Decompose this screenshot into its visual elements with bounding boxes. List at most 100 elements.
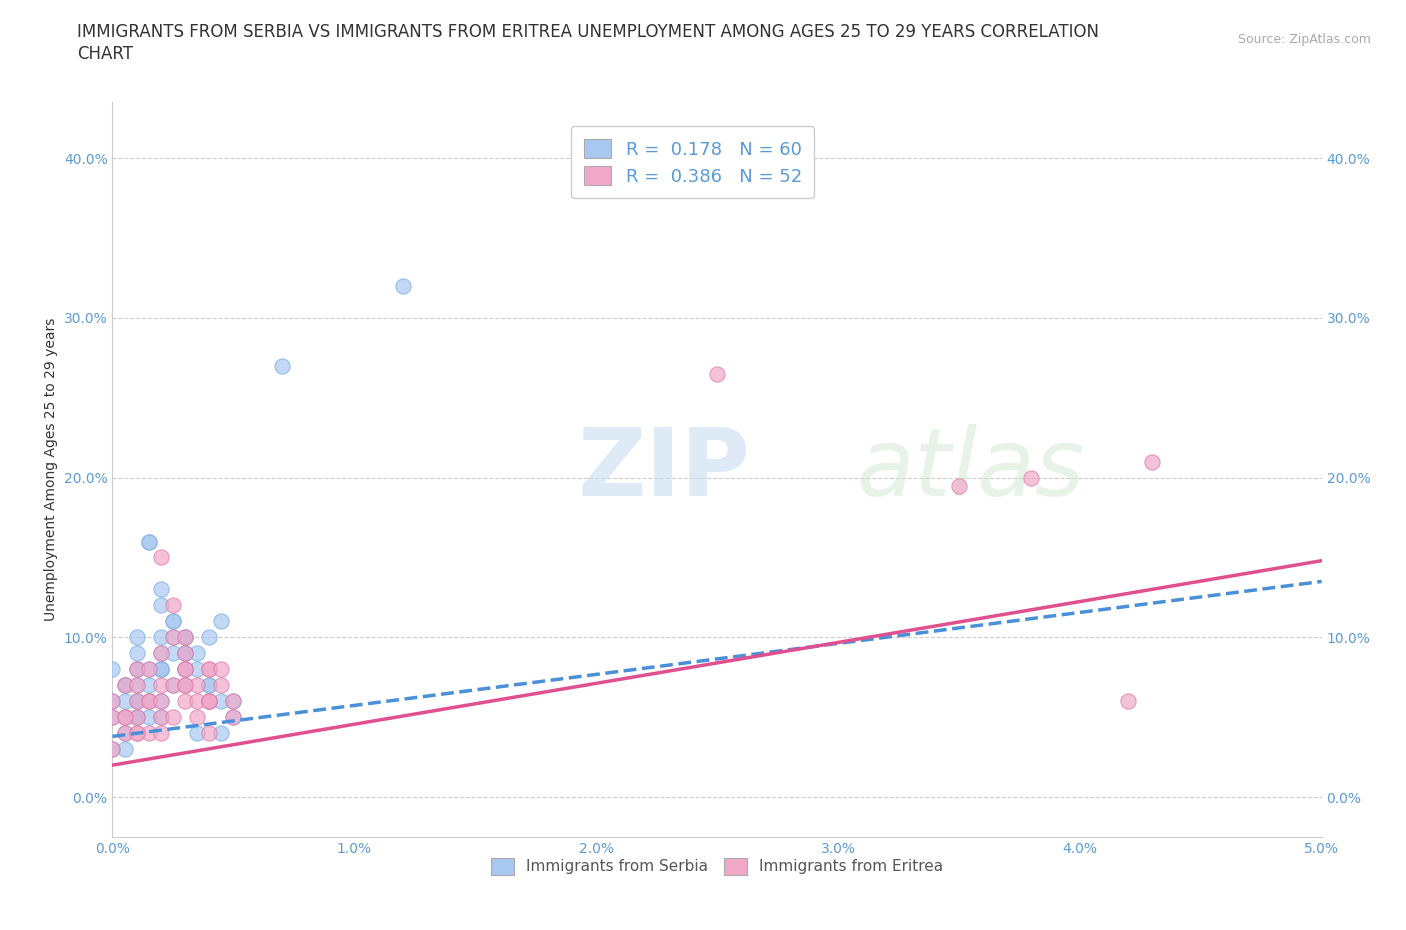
Point <box>222 710 245 724</box>
Legend: Immigrants from Serbia, Immigrants from Eritrea: Immigrants from Serbia, Immigrants from … <box>484 850 950 883</box>
Point <box>198 694 221 709</box>
Point <box>162 678 184 693</box>
Point <box>174 646 197 661</box>
Point <box>114 678 136 693</box>
Point <box>186 678 208 693</box>
Point <box>1116 694 1139 709</box>
Point <box>138 694 160 709</box>
Point <box>149 662 172 677</box>
Point <box>209 694 232 709</box>
Point <box>138 678 160 693</box>
Point <box>174 662 197 677</box>
Point <box>138 694 160 709</box>
Text: atlas: atlas <box>856 424 1084 515</box>
Point <box>125 710 148 724</box>
Point <box>125 694 148 709</box>
Point <box>198 630 221 644</box>
Point <box>149 646 172 661</box>
Point <box>162 614 184 629</box>
Point <box>125 662 148 677</box>
Point <box>125 710 148 724</box>
Point <box>101 710 124 724</box>
Point <box>209 678 232 693</box>
Point <box>198 725 221 740</box>
Point <box>125 710 148 724</box>
Point <box>114 725 136 740</box>
Point <box>149 710 172 724</box>
Point <box>101 742 124 757</box>
Point <box>125 725 148 740</box>
Point <box>174 630 197 644</box>
Point <box>101 742 124 757</box>
Point <box>174 678 197 693</box>
Y-axis label: Unemployment Among Ages 25 to 29 years: Unemployment Among Ages 25 to 29 years <box>44 318 58 621</box>
Point <box>270 358 292 373</box>
Point <box>114 710 136 724</box>
Point <box>186 710 208 724</box>
Point <box>162 630 184 644</box>
Point <box>174 694 197 709</box>
Point <box>125 646 148 661</box>
Point <box>125 662 148 677</box>
Point <box>114 694 136 709</box>
Point <box>114 742 136 757</box>
Point <box>149 662 172 677</box>
Point <box>198 694 221 709</box>
Point <box>186 662 208 677</box>
Point <box>114 678 136 693</box>
Point <box>114 710 136 724</box>
Point <box>149 678 172 693</box>
Point <box>138 710 160 724</box>
Point <box>198 662 221 677</box>
Point <box>391 279 413 294</box>
Point <box>162 630 184 644</box>
Point <box>125 725 148 740</box>
Text: Source: ZipAtlas.com: Source: ZipAtlas.com <box>1237 33 1371 46</box>
Point <box>125 662 148 677</box>
Point <box>174 646 197 661</box>
Point <box>138 534 160 549</box>
Point <box>209 614 232 629</box>
Point <box>114 678 136 693</box>
Point <box>174 630 197 644</box>
Point <box>198 678 221 693</box>
Point <box>174 662 197 677</box>
Point <box>149 598 172 613</box>
Point <box>101 694 124 709</box>
Point <box>138 725 160 740</box>
Point <box>198 678 221 693</box>
Point <box>149 694 172 709</box>
Point <box>198 694 221 709</box>
Point <box>149 725 172 740</box>
Point <box>162 614 184 629</box>
Point <box>222 694 245 709</box>
Point <box>186 646 208 661</box>
Point <box>149 582 172 597</box>
Point <box>114 725 136 740</box>
Point <box>149 646 172 661</box>
Point <box>125 678 148 693</box>
Point <box>198 662 221 677</box>
Point <box>101 662 124 677</box>
Point <box>222 710 245 724</box>
Point <box>174 630 197 644</box>
Text: IMMIGRANTS FROM SERBIA VS IMMIGRANTS FROM ERITREA UNEMPLOYMENT AMONG AGES 25 TO : IMMIGRANTS FROM SERBIA VS IMMIGRANTS FRO… <box>77 23 1099 41</box>
Point <box>162 678 184 693</box>
Point <box>138 662 160 677</box>
Point <box>101 694 124 709</box>
Point <box>198 694 221 709</box>
Point <box>125 678 148 693</box>
Point <box>149 710 172 724</box>
Point <box>149 550 172 565</box>
Point <box>125 630 148 644</box>
Point <box>138 534 160 549</box>
Point <box>162 598 184 613</box>
Point <box>706 366 728 381</box>
Point <box>186 694 208 709</box>
Point <box>1021 471 1043 485</box>
Point <box>101 710 124 724</box>
Point <box>222 694 245 709</box>
Text: ZIP: ZIP <box>578 424 751 515</box>
Point <box>209 662 232 677</box>
Point <box>174 662 197 677</box>
